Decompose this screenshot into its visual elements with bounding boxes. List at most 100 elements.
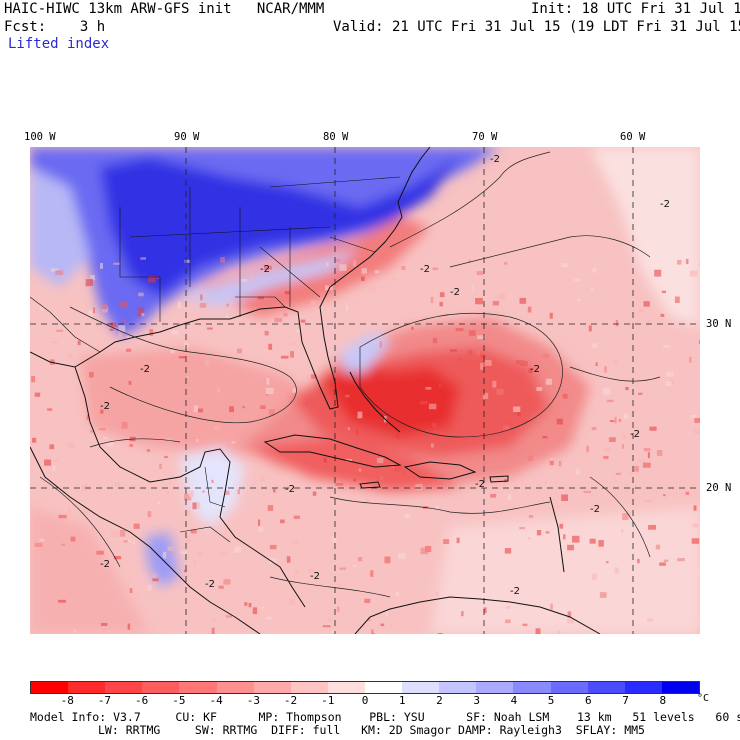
speckle-cell (55, 270, 64, 275)
speckle-cell (439, 384, 442, 387)
speckle-cell (331, 407, 338, 415)
speckle-cell (39, 306, 44, 311)
speckle-cell (420, 401, 428, 405)
speckle-cell (280, 519, 285, 524)
speckle-cell (536, 387, 543, 391)
speckle-cell (598, 540, 604, 547)
speckle-cell (415, 484, 423, 491)
speckle-cell (326, 262, 329, 267)
speckle-cell (322, 625, 331, 628)
speckle-cell (439, 292, 445, 298)
speckle-cell (437, 633, 443, 634)
speckle-cell (430, 296, 434, 303)
colorbar-segment (290, 682, 328, 693)
colorbar-segment (402, 682, 440, 693)
speckle-cell (266, 378, 270, 385)
speckle-cell (425, 387, 432, 390)
speckle-cell (591, 287, 594, 292)
speckle-cell (32, 437, 37, 443)
contour-label: -2 (630, 429, 640, 440)
speckle-cell (557, 630, 561, 634)
contour-line-6 (329, 496, 551, 514)
speckle-cell (205, 359, 209, 366)
speckle-cell (643, 301, 650, 307)
speckle-cell (58, 599, 66, 603)
speckle-cell (211, 627, 215, 634)
speckle-cell (633, 465, 639, 472)
lon-label-70w: 70 W (472, 131, 498, 143)
speckle-cell (507, 421, 512, 424)
contour-label: -2 (660, 199, 670, 210)
speckle-cell (567, 618, 575, 624)
blue-region-light-west (30, 167, 90, 287)
speckle-cell (165, 437, 172, 442)
island-chain-antilles (549, 496, 565, 573)
speckle-cell (248, 603, 252, 608)
speckle-cell (432, 267, 439, 271)
speckle-cell (61, 546, 67, 550)
speckle-cell (152, 578, 159, 582)
speckle-cell (49, 444, 55, 450)
island-jamaica (359, 481, 381, 489)
contour-line-2 (359, 312, 563, 438)
speckle-cell (420, 547, 429, 555)
speckle-cell (127, 623, 131, 630)
speckle-cell (358, 468, 362, 472)
speckle-cell (591, 426, 597, 431)
pale-region-east (590, 147, 700, 327)
speckle-cell (202, 490, 205, 493)
speckle-cell (295, 329, 301, 333)
init-time: Init: 18 UTC Fri 31 Jul 15 (531, 1, 740, 17)
speckle-cell (615, 472, 622, 475)
speckle-cell (592, 573, 597, 580)
colorbar-segment (253, 682, 291, 693)
speckle-cell (609, 420, 615, 423)
speckle-cell (572, 535, 580, 543)
speckle-cell (96, 550, 104, 555)
speckle-cell (395, 591, 400, 596)
speckle-cell (31, 376, 36, 383)
speckle-cell (226, 303, 229, 307)
speckle-cell (113, 556, 122, 560)
speckle-cell (602, 388, 611, 395)
speckle-cell (107, 441, 114, 447)
speckle-cell (480, 362, 484, 370)
lon-label-100w: 100 W (24, 131, 56, 143)
speckle-cell (690, 414, 697, 418)
speckle-cell (171, 330, 179, 335)
colorbar-segment (68, 682, 106, 693)
speckle-cell (47, 408, 53, 411)
speckle-cell (180, 551, 187, 555)
speckle-cell (374, 270, 379, 274)
speckle-cell (245, 362, 250, 365)
lifted-index-map: -2 -2 -2 -2 -2 -2 -2 -2 -2 -2 -2 -2 -2 -… (30, 147, 700, 634)
speckle-cell (646, 320, 650, 325)
speckle-cell (535, 628, 541, 634)
speckle-cell (61, 543, 65, 546)
speckle-cell (622, 513, 629, 520)
colorbar-segment (364, 682, 403, 693)
speckle-cell (629, 471, 632, 475)
contour-label: -2 (310, 571, 320, 582)
speckle-cell (196, 439, 199, 442)
speckle-cell (556, 418, 563, 425)
speckle-cell (86, 414, 89, 420)
speckle-cell (638, 392, 643, 395)
speckle-cell (149, 329, 154, 336)
speckle-cell (647, 452, 650, 459)
speckle-cell (562, 393, 568, 399)
speckle-cell (663, 494, 666, 497)
speckle-cell (544, 480, 547, 484)
speckle-cell (654, 269, 662, 277)
speckle-cell (51, 341, 59, 344)
speckle-cell (323, 457, 327, 463)
speckle-cell (93, 307, 96, 314)
speckle-cell (242, 406, 246, 409)
speckle-cell (292, 388, 297, 393)
speckle-cell (694, 418, 700, 423)
colorbar-tick-label: -2 (283, 694, 298, 707)
speckle-cell (137, 313, 141, 317)
speckle-cell (67, 507, 71, 514)
speckle-cell (431, 443, 434, 448)
speckle-cell (645, 499, 654, 503)
